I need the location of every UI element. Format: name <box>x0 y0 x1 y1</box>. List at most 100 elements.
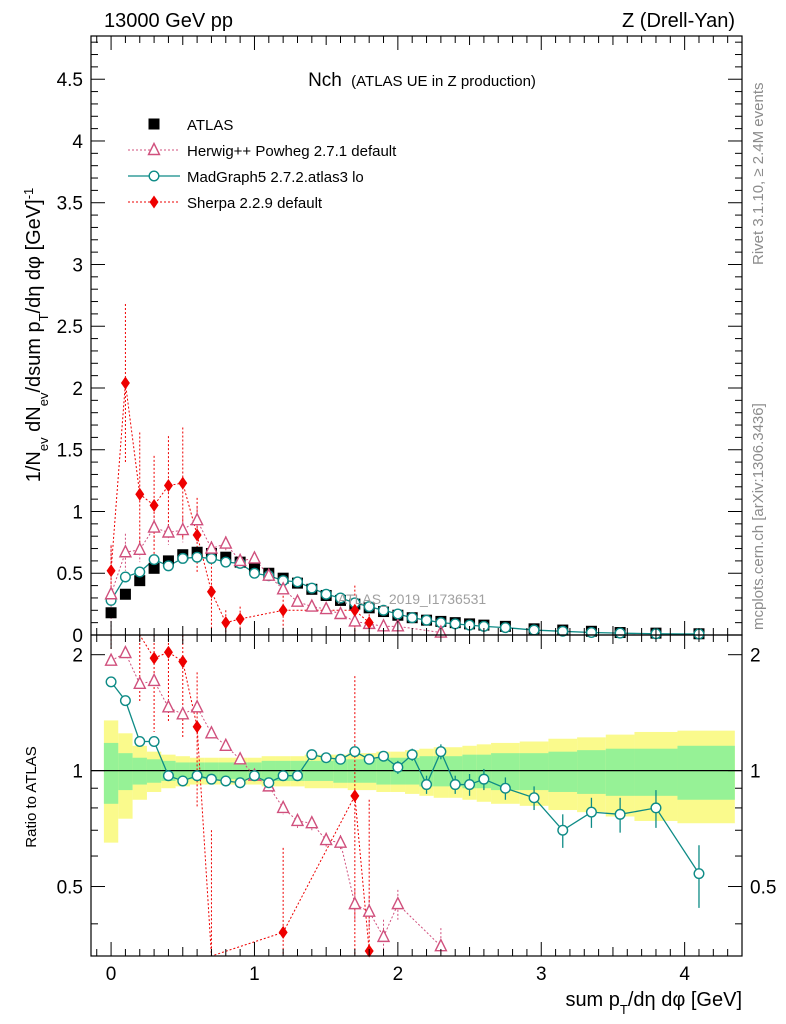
legend-marker-sherpa <box>149 195 159 209</box>
madgraph-ratio-point <box>693 868 705 880</box>
madgraph-ratio-point <box>248 770 260 782</box>
sherpa-ratio-point <box>192 720 202 734</box>
sherpa-ratio-point <box>178 655 188 669</box>
herwig-ratio-point <box>204 725 219 739</box>
herwig-point <box>276 581 290 595</box>
madgraph-point <box>421 614 433 626</box>
madgraph-ratio-point <box>105 676 117 688</box>
stat-uncertainty-band <box>433 756 449 787</box>
herwig-point <box>290 593 305 607</box>
chart-title-sub: (ATLAS UE in Z production) <box>351 73 536 90</box>
madgraph-point <box>392 608 404 620</box>
madgraph-ratio-point <box>234 777 246 789</box>
herwig-ratio-point <box>319 832 333 846</box>
ratio-y-tick-label-right: 1 <box>750 762 761 783</box>
y-tick-label: 2 <box>72 379 83 400</box>
madgraph-point <box>177 552 189 564</box>
madgraph-point <box>557 625 569 637</box>
y-tick-label: 3 <box>72 255 83 276</box>
sherpa-ratio-point <box>278 925 288 939</box>
analysis-watermark: ATLAS_2019_I1736531 <box>338 591 487 607</box>
herwig-ratio-point <box>333 834 348 848</box>
madgraph-ratio-point <box>378 750 390 762</box>
sherpa-ratio-point <box>350 789 360 803</box>
stat-uncertainty-band <box>448 756 463 787</box>
sherpa-point <box>135 487 145 501</box>
herwig-point <box>204 540 219 554</box>
madgraph-point <box>148 554 160 566</box>
madgraph-ratio-point <box>464 779 476 791</box>
stat-uncertainty-band <box>519 753 549 791</box>
stat-uncertainty-band <box>634 748 678 796</box>
main-panel: 0 0.5 1 1.5 2 2.5 3 3.5 4 4.5 <box>57 35 743 647</box>
atlas-point <box>119 588 131 600</box>
madgraph-point <box>614 627 626 639</box>
herwig-point <box>147 519 161 533</box>
atlas-point <box>134 575 146 587</box>
madgraph-ratio-point <box>449 779 461 791</box>
madgraph-ratio-point <box>177 775 189 787</box>
herwig-ratio-point <box>233 751 247 765</box>
madgraph-point <box>363 601 375 613</box>
y-tick-label: 1 <box>72 502 83 523</box>
madgraph-ratio-point <box>148 736 160 748</box>
madgraph-ratio-point <box>320 752 332 764</box>
x-tick-label: 3 <box>536 964 547 985</box>
chart-title-main: Nch <box>308 70 342 91</box>
ratio-y-tick-label: 1 <box>72 762 83 783</box>
herwig-ratio-point <box>118 644 133 659</box>
herwig-ratio-point <box>305 815 319 829</box>
madgraph-ratio-point <box>349 746 361 758</box>
sherpa-ratio-point <box>163 645 173 659</box>
ratio-panel-ticks: 0.5 0.5 1 1 2 2 0 1 2 3 4 <box>57 635 776 985</box>
sherpa-point <box>364 616 374 630</box>
legend: ATLAS Herwig++ Powheg 2.7.1 default MadG… <box>128 117 397 212</box>
herwig-ratio-line <box>110 652 442 947</box>
herwig-ratio-point <box>147 672 161 687</box>
sherpa-point <box>106 564 116 578</box>
herwig-point <box>305 598 319 612</box>
legend-label-madgraph: MadGraph5 2.7.2.atlas3 lo <box>187 169 364 186</box>
herwig-ratio-point <box>219 737 233 751</box>
x-axis-title: sum pT/dη dφ [GeV] <box>565 989 742 1017</box>
ratio-y-tick-label-right: 2 <box>750 646 761 667</box>
madgraph-ratio-line <box>110 681 700 875</box>
rivet-version-label: Rivet 3.1.10, ≥ 2.4M events <box>750 83 767 266</box>
stat-uncertainty-band <box>577 750 606 794</box>
madgraph-point <box>335 592 347 604</box>
madgraph-ratio-point <box>191 770 203 782</box>
legend-label-atlas: ATLAS <box>187 117 233 134</box>
herwig-ratio-point <box>133 675 147 690</box>
madgraph-ratio-point <box>277 770 289 782</box>
madgraph-ratio-point <box>392 761 404 773</box>
herwig-ratio-point <box>176 706 190 720</box>
atlas-point <box>148 562 160 574</box>
madgraph-point <box>134 566 146 578</box>
herwig-point <box>219 535 233 549</box>
stat-uncertainty-band <box>677 745 735 800</box>
y-tick-label: 2.5 <box>57 317 83 338</box>
madgraph-ratio-point <box>220 775 232 787</box>
herwig-point <box>247 550 262 564</box>
madgraph-ratio-point <box>263 777 275 789</box>
sherpa-point <box>206 585 216 599</box>
ratio-panel-frame <box>90 634 743 957</box>
y-axis-title: 1/Nev dNev/dsum pT/dη dφ [GeV]-1 <box>21 188 51 483</box>
y-tick-label: 0.5 <box>57 564 83 585</box>
madgraph-ratio-point <box>478 773 490 785</box>
sherpa-point <box>178 476 188 490</box>
herwig-point <box>133 541 147 555</box>
madgraph-ratio-point <box>291 770 303 782</box>
y-tick-label: 0 <box>72 626 83 647</box>
sherpa-ratio-point <box>149 651 159 665</box>
madgraph-ratio-point <box>499 782 511 794</box>
madgraph-point <box>191 551 203 563</box>
sherpa-point <box>221 616 231 630</box>
herwig-line <box>110 519 441 634</box>
herwig-point <box>319 600 333 615</box>
madgraph-ratio-point <box>614 808 626 820</box>
madgraph-ratio-point <box>119 695 131 707</box>
y-tick-label: 4.5 <box>57 70 83 91</box>
legend-marker-madgraph <box>148 170 160 182</box>
chart-title: Nch (ATLAS UE in Z production) <box>308 70 536 91</box>
